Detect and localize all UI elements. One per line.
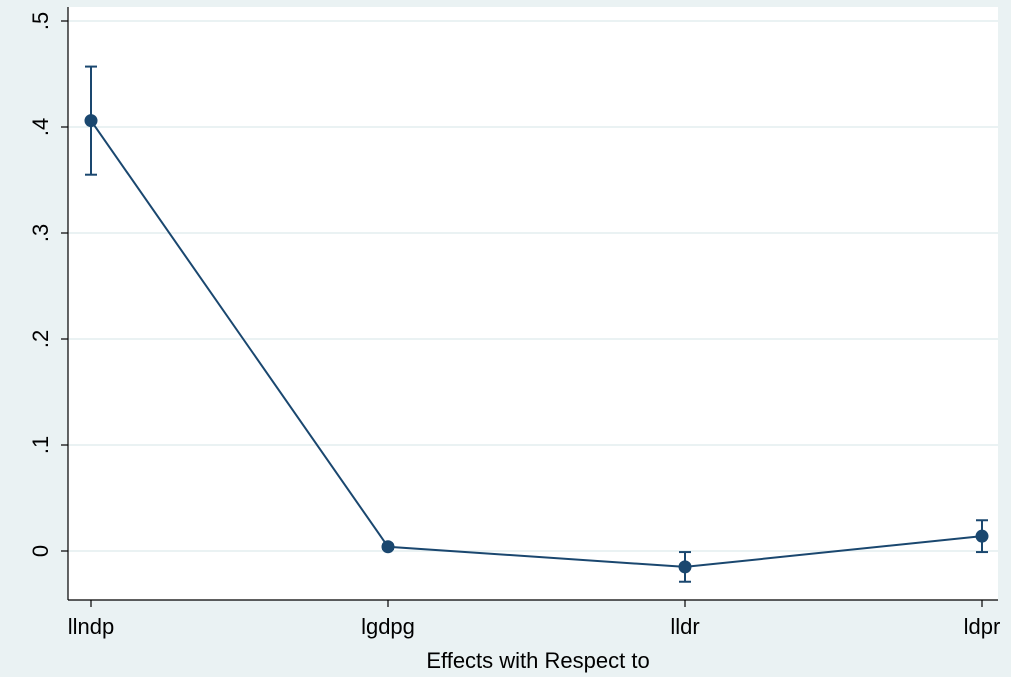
y-tick-label: .3 xyxy=(28,224,53,242)
series-line xyxy=(90,120,983,568)
x-tick-label: lgdpg xyxy=(361,614,415,639)
series-lines xyxy=(90,120,983,568)
x-tick-label: lldr xyxy=(670,614,699,639)
plot-area xyxy=(68,7,998,600)
data-point xyxy=(84,114,98,128)
data-point xyxy=(678,560,692,574)
y-tick-label: 0 xyxy=(28,545,53,557)
y-axis: 0 .1 .2 .3 .4 .5 xyxy=(28,7,69,600)
x-axis-title: Effects with Respect to xyxy=(426,648,649,673)
data-points xyxy=(84,114,989,574)
data-point xyxy=(975,529,989,543)
y-tick-label: .2 xyxy=(28,330,53,348)
data-point xyxy=(381,540,395,554)
gridlines xyxy=(68,20,998,552)
x-axis: llndp lgdpg lldr ldpr xyxy=(68,599,1001,639)
y-tick-label: .1 xyxy=(28,436,53,454)
x-tick-label: llndp xyxy=(68,614,114,639)
y-tick-label: .5 xyxy=(28,12,53,30)
y-tick-label: .4 xyxy=(28,118,53,136)
x-tick-label: ldpr xyxy=(964,614,1001,639)
